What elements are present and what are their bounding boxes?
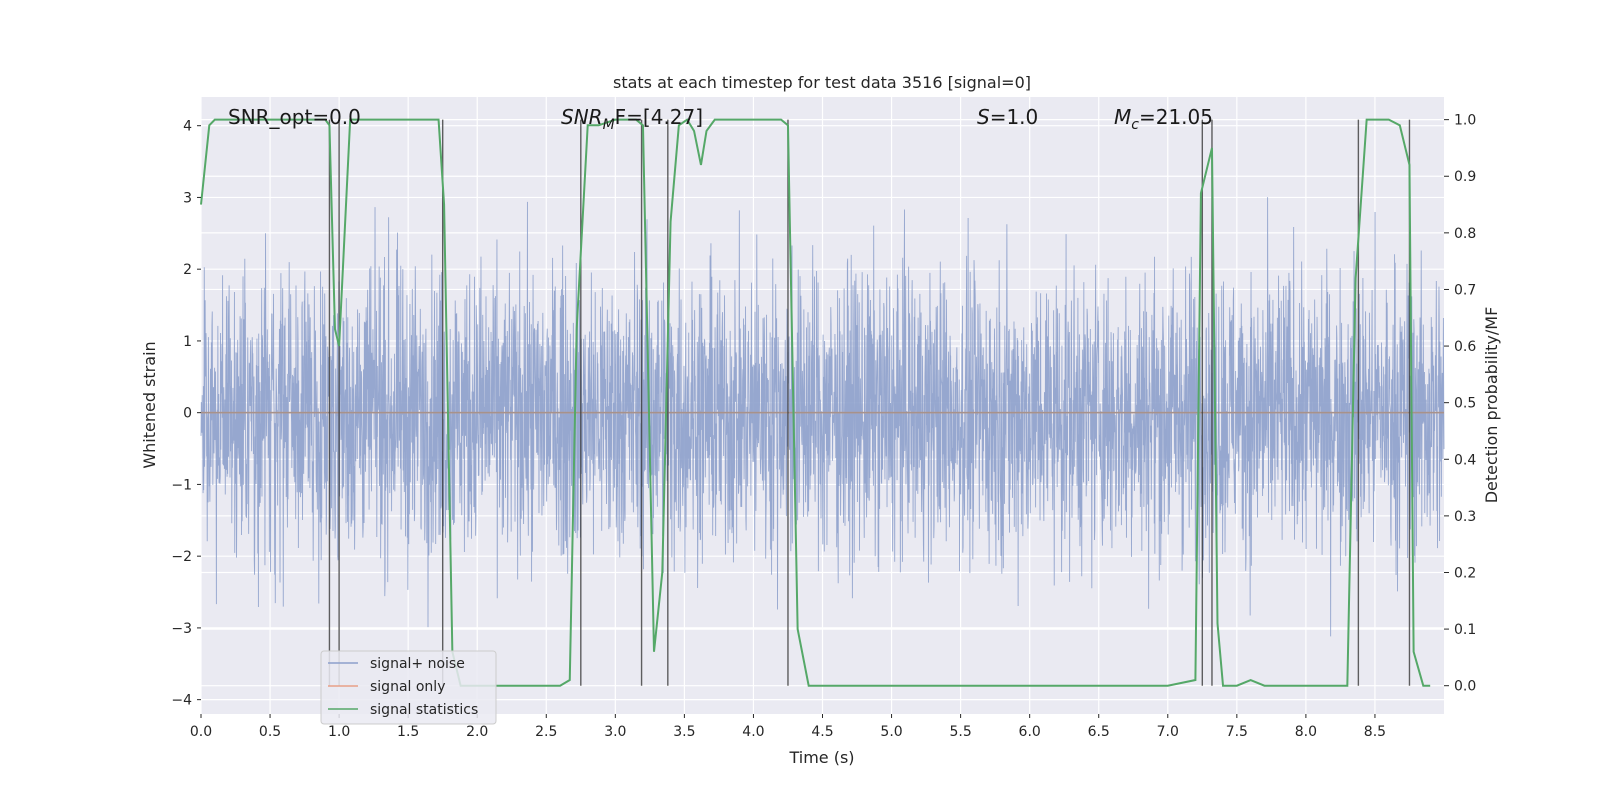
x-tick-label-8: 4.0 <box>742 724 764 740</box>
annotation-mc-sub: c <box>1131 117 1139 133</box>
y-tick-label-0: −4 <box>171 693 192 709</box>
annotation-mc-rest: =21.05 <box>1139 105 1213 129</box>
x-tick-label-13: 6.5 <box>1088 724 1110 740</box>
x-tick-label-15: 7.5 <box>1226 724 1248 740</box>
noise-trace <box>200 197 1445 637</box>
x-tick-label-12: 6.0 <box>1019 724 1041 740</box>
x-tick-label-5: 2.5 <box>535 724 557 740</box>
annotation-snr-mf-main: SNR <box>561 105 603 129</box>
y2-tick-label-3: 0.3 <box>1454 509 1476 525</box>
y-axis-title: Whitened strain <box>140 341 159 468</box>
x-tick-label-0: 0.0 <box>190 724 212 740</box>
y2-tick-label-0: 0.0 <box>1454 679 1476 695</box>
y2-axis-title: Detection probability/MF <box>1482 307 1501 504</box>
annotation-s-main: S <box>977 105 990 129</box>
annotation-s: S=1.0 <box>977 105 1038 129</box>
x-tick-label-6: 3.0 <box>604 724 626 740</box>
annotation-mc: Mc=21.05 <box>1114 105 1213 133</box>
y-tick-label-6: 2 <box>183 262 192 278</box>
x-tick-label-16: 8.0 <box>1295 724 1317 740</box>
x-tick-label-1: 0.5 <box>259 724 281 740</box>
y2-tick-label-6: 0.6 <box>1454 339 1476 355</box>
y-tick-label-7: 3 <box>183 190 192 206</box>
x-tick-label-10: 5.0 <box>880 724 902 740</box>
x-axis-ticks: 0.0 0.5 1.0 1.5 2.0 2.5 3.0 3.5 4.0 4.5 5.0 5.5 6.0 6… <box>190 714 1386 740</box>
annotation-mc-main: M <box>1114 105 1131 129</box>
x-tick-label-7: 3.5 <box>673 724 695 740</box>
y-tick-label-8: 4 <box>183 119 192 135</box>
legend-label-noise: signal+ noise <box>370 656 465 672</box>
y2-tick-label-2: 0.2 <box>1454 565 1476 581</box>
statistics-line <box>200 118 1431 687</box>
x-tick-label-9: 4.5 <box>811 724 833 740</box>
legend: signal+ noise signal only signal statist… <box>320 650 497 725</box>
y2-tick-label-7: 0.7 <box>1454 282 1476 298</box>
x-tick-label-2: 1.0 <box>328 724 350 740</box>
y2-tick-label-4: 0.4 <box>1454 452 1476 468</box>
x-tick-label-17: 8.5 <box>1364 724 1386 740</box>
annotation-snr-opt: SNR_opt=0.0 <box>228 105 361 129</box>
legend-label-signal: signal only <box>370 679 445 695</box>
y2-axis-ticks: 0.0 0.1 0.2 0.3 0.4 0.5 0.6 0.7 0.8 0.9 1.0 <box>1444 113 1476 695</box>
signal-noise-series <box>200 197 1445 637</box>
signal-statistics-series <box>200 118 1431 687</box>
legend-label-statistics: signal statistics <box>370 702 478 718</box>
y-tick-label-3: −1 <box>171 477 192 493</box>
chart-title: stats at each timestep for test data 351… <box>613 73 1031 92</box>
y2-tick-label-9: 0.9 <box>1454 169 1476 185</box>
y-axis-ticks: −4 −3 −2 −1 0 1 2 3 4 <box>171 119 201 709</box>
annotation-snr-mf-sub: M <box>603 117 615 133</box>
y-tick-label-4: 0 <box>183 406 192 422</box>
x-tick-label-3: 1.5 <box>397 724 419 740</box>
x-tick-label-11: 5.5 <box>949 724 971 740</box>
x-axis-title: Time (s) <box>788 748 854 767</box>
y2-tick-label-1: 0.1 <box>1454 622 1476 638</box>
y2-tick-label-10: 1.0 <box>1454 113 1476 129</box>
y-tick-label-1: −3 <box>171 621 192 637</box>
y-tick-label-5: 1 <box>183 334 192 350</box>
legend-box <box>320 650 497 725</box>
y-tick-label-2: −2 <box>171 549 192 565</box>
x-tick-label-14: 7.0 <box>1157 724 1179 740</box>
y2-tick-label-5: 0.5 <box>1454 396 1476 412</box>
annotation-snr-mf-rest: F=[4.27] <box>615 105 703 129</box>
x-tick-label-4: 2.0 <box>466 724 488 740</box>
annotation-s-rest: =1.0 <box>990 105 1039 129</box>
y2-tick-label-8: 0.8 <box>1454 226 1476 242</box>
annotation-snr-mf: SNRMF=[4.27] <box>561 105 703 133</box>
